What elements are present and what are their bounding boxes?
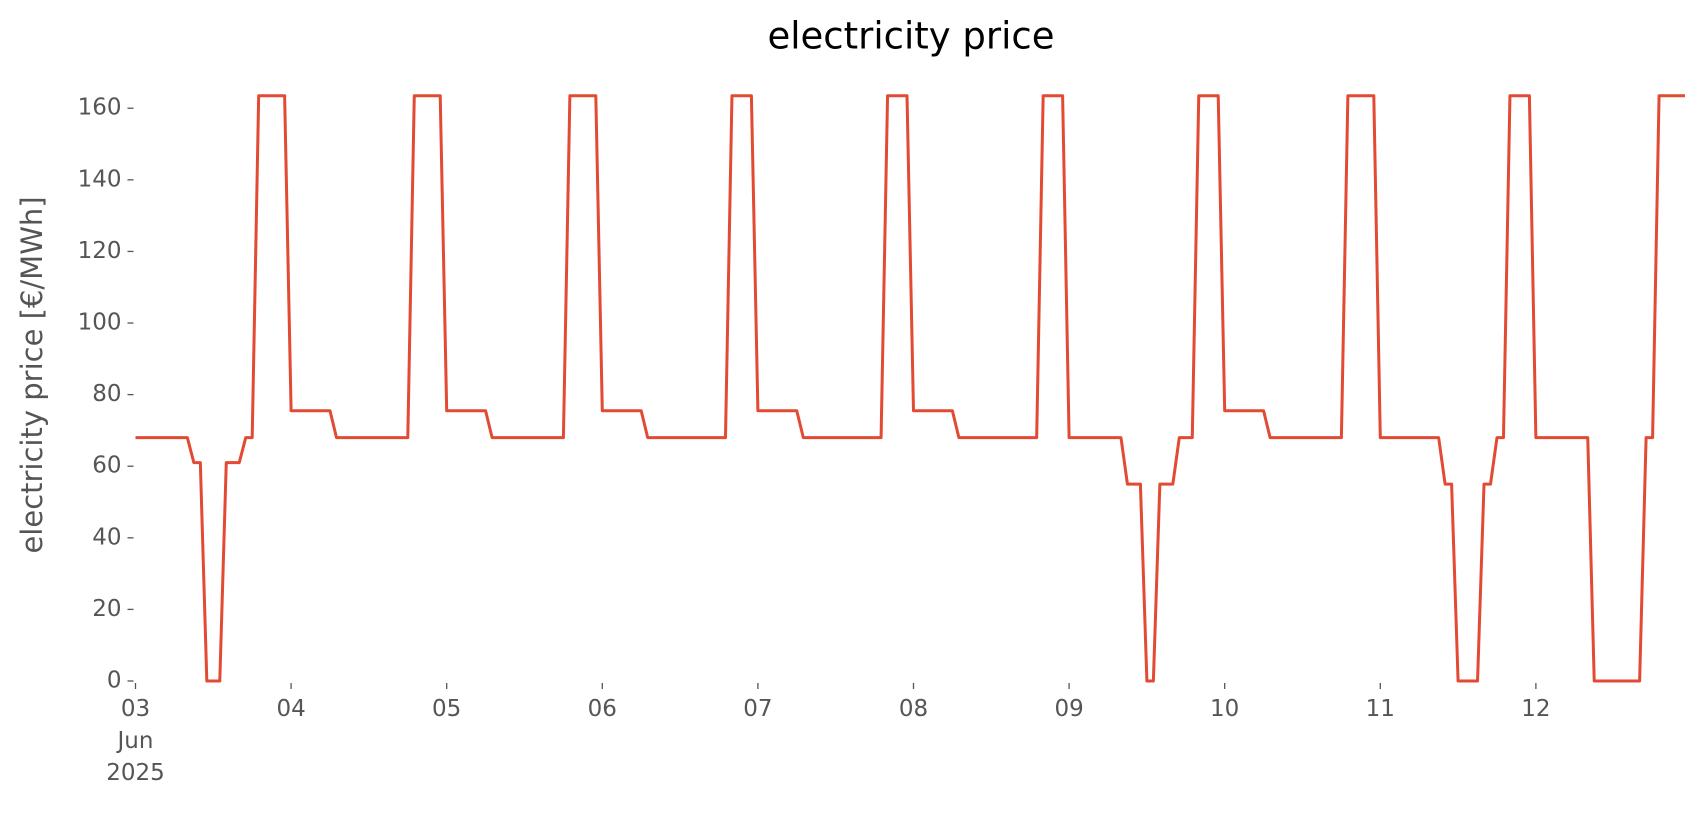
y-tick-label: 60	[92, 453, 121, 479]
y-tick-label: 120	[78, 238, 122, 264]
x-tick-label: 04	[276, 696, 306, 722]
x-tick-label: 05	[432, 696, 462, 722]
chart-title: electricity price	[767, 15, 1054, 58]
x-tick-label: 03 Jun 2025	[106, 696, 165, 786]
y-axis-label: electricity price [€/MWh]	[15, 196, 49, 553]
x-tick-label: 10	[1210, 696, 1240, 722]
y-tick-label: 100	[78, 310, 122, 336]
y-tick-label: 20	[92, 596, 121, 622]
x-tick-label: 09	[1054, 696, 1084, 722]
line-series	[135, 94, 1685, 683]
y-tick-label: 140	[78, 166, 122, 192]
x-tick-label: 12	[1521, 696, 1551, 722]
y-tick-label: 40	[92, 524, 121, 550]
y-tick-label: 160	[78, 95, 122, 121]
x-tick-label: 11	[1365, 696, 1395, 722]
x-tick-label: 08	[898, 696, 929, 722]
y-tick-label: 0	[107, 668, 122, 694]
x-tick-label: 06	[587, 696, 617, 722]
x-tick-label: 07	[743, 696, 773, 722]
y-tick-label: 80	[92, 381, 121, 407]
